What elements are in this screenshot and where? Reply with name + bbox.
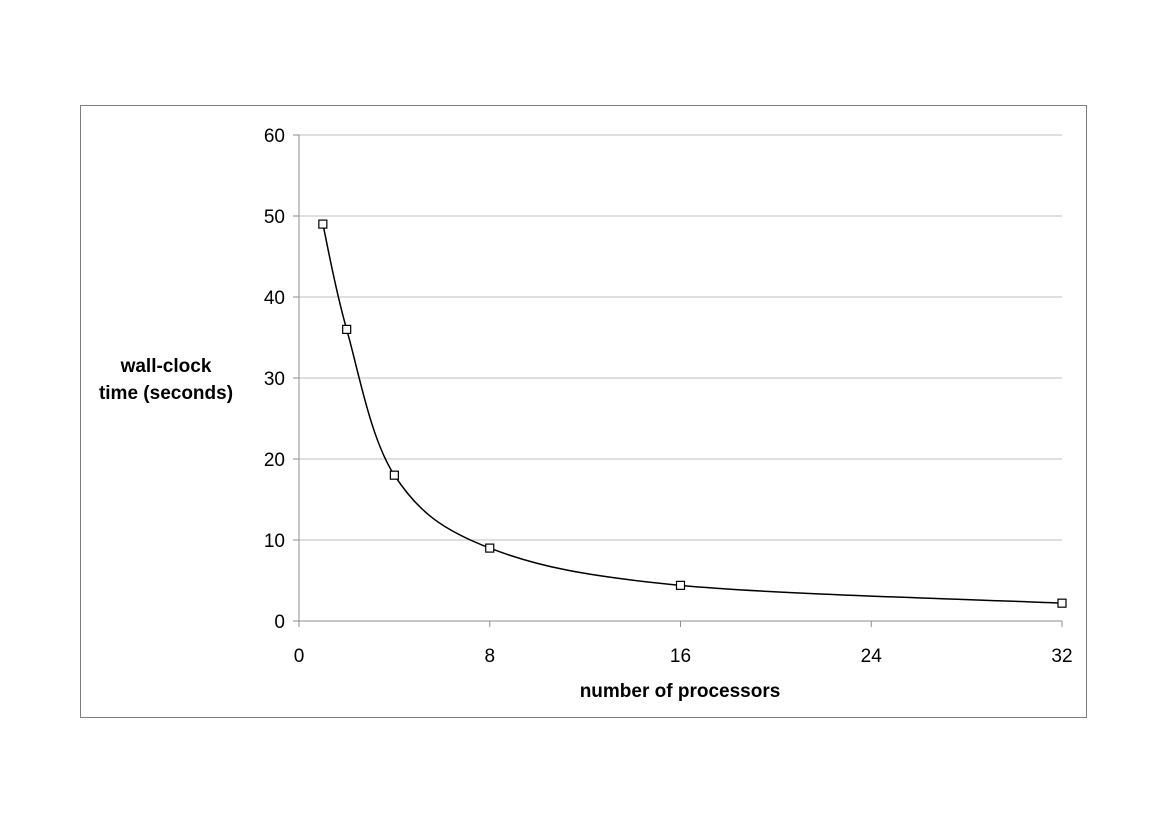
series-line [322,223,1063,604]
y-tick-label: 60 [264,126,285,147]
y-tick-label: 40 [264,288,285,309]
x-tick-label: 0 [294,646,305,667]
data-point-marker [389,470,399,480]
y-axis-title-line-2: time (seconds) [99,383,233,404]
x-tick-label: 16 [670,646,691,667]
tick-labels: 0 10 20 30 40 50 60 0 8 16 24 32 [264,126,1073,667]
series-line-0 [322,223,1063,604]
x-tick-label: 8 [484,646,495,667]
y-tick-label: 20 [264,450,285,471]
x-tick-label: 24 [861,646,883,667]
data-point-marker [1057,598,1067,608]
data-point-marker [485,543,495,553]
y-axis-title-line-1: wall-clock [120,356,212,377]
y-tick-label: 0 [274,612,285,633]
gridlines [299,134,1062,541]
data-markers [318,219,1067,608]
data-point-marker [342,324,352,334]
axes [293,134,1063,627]
data-point-marker [318,219,328,229]
chart-frame [80,105,1087,718]
x-tick-label: 32 [1051,646,1072,667]
y-tick-label: 10 [264,531,285,552]
y-tick-label: 50 [264,207,285,228]
y-tick-label: 30 [264,369,285,390]
data-point-marker [675,580,686,590]
x-axis-title: number of processors [580,681,781,702]
